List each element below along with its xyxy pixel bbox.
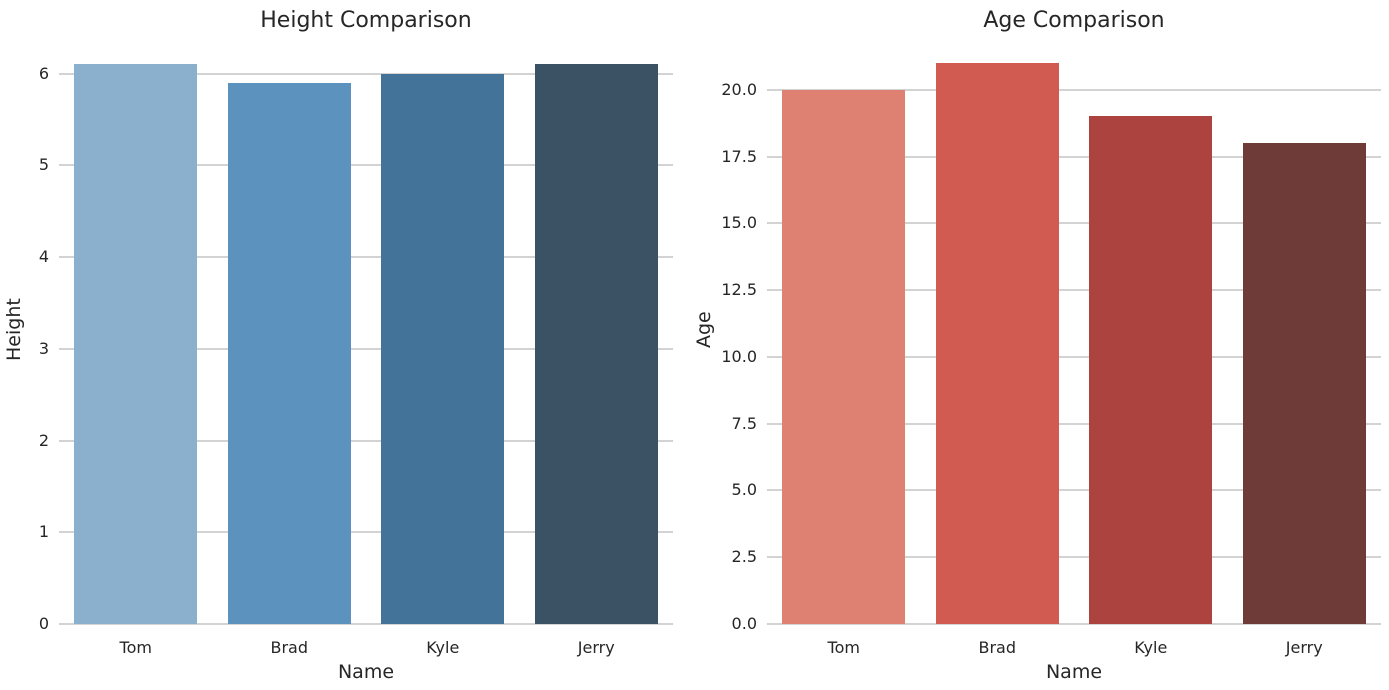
y-tick-label: 17.5	[721, 146, 757, 166]
gridline	[767, 88, 1381, 91]
y-tick-label: 1	[38, 522, 49, 542]
y-tick-label: 15.0	[721, 213, 757, 233]
bar-kyle	[1089, 116, 1213, 624]
gridline	[59, 531, 673, 534]
height-comparison-chart: Height Comparison Height Name 0 1 2 3 4 5 6 Tom…	[0, 0, 694, 690]
y-tick-label: 10.0	[721, 346, 757, 366]
bar-brad	[935, 63, 1059, 624]
gridline	[59, 439, 673, 442]
gridline	[59, 256, 673, 259]
x-tick-label: Tom	[827, 638, 860, 657]
y-tick-label: 2	[38, 430, 49, 450]
y-tick-label: 6	[38, 63, 49, 83]
gridline	[59, 72, 673, 75]
y-tick-label: 2.5	[731, 547, 757, 567]
bar-tom	[782, 89, 906, 624]
x-tick-label: Brad	[270, 638, 309, 657]
x-tick-label: Jerry	[577, 638, 615, 657]
y-tick-label: 0	[38, 614, 49, 633]
x-tick-label: Kyle	[1134, 638, 1168, 657]
gridline	[59, 347, 673, 350]
bar-kyle	[381, 73, 505, 624]
y-tick-label: 3	[38, 338, 49, 358]
bar-brad	[227, 82, 351, 624]
bar-jerry	[1242, 143, 1366, 624]
y-tick-label: 4	[38, 247, 49, 267]
y-tick-label: 5	[38, 155, 49, 175]
gridline	[767, 556, 1381, 559]
x-tick-label: Jerry	[1285, 638, 1323, 657]
gridline	[767, 422, 1381, 425]
y-tick-label: 5.0	[731, 480, 757, 500]
chart-title: Age Comparison	[983, 8, 1165, 33]
x-axis-label: Name	[337, 661, 395, 683]
gridline	[767, 222, 1381, 225]
y-axis-label: Age	[693, 311, 715, 348]
gridline	[767, 623, 1381, 625]
age-comparison-chart: Age Comparison Age Name 0.0 2.5 5.0 7.5 10.0…	[693, 0, 1389, 690]
y-tick-label: 12.5	[721, 280, 757, 300]
gridline	[59, 623, 673, 625]
bar-tom	[74, 64, 198, 624]
plot-area	[59, 35, 673, 625]
y-tick-label: 0.0	[731, 614, 757, 633]
gridline	[767, 155, 1381, 158]
plot-area	[767, 35, 1381, 625]
gridline	[767, 289, 1381, 292]
x-tick-label: Brad	[978, 638, 1017, 657]
gridline	[767, 355, 1381, 358]
gridline	[59, 164, 673, 167]
x-tick-label: Kyle	[426, 638, 460, 657]
chart-title: Height Comparison	[260, 8, 472, 33]
y-tick-label: 7.5	[731, 413, 757, 433]
x-axis-label: Name	[1045, 661, 1103, 683]
y-tick-label: 20.0	[721, 79, 757, 99]
x-tick-label: Tom	[119, 638, 152, 657]
bar-jerry	[534, 64, 658, 624]
gridline	[767, 489, 1381, 492]
